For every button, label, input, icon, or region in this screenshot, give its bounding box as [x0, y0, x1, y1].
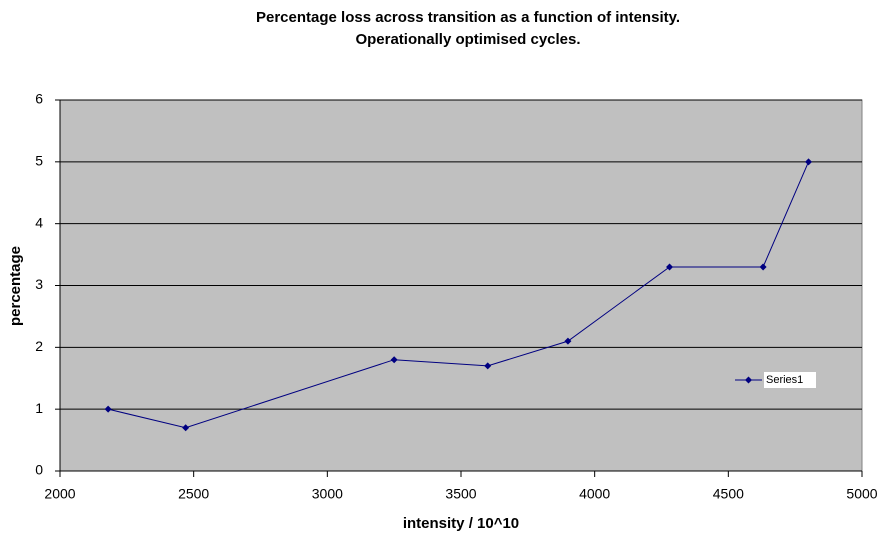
x-axis-title: intensity / 10^10	[403, 515, 519, 532]
y-tick-label: 6	[35, 91, 43, 107]
y-tick-label: 2	[35, 338, 43, 354]
y-axis-title: percentage	[7, 246, 24, 326]
chart-title: Operationally optimised cycles.	[355, 31, 580, 48]
chart-title: Percentage loss across transition as a f…	[256, 9, 680, 26]
x-tick-label: 3500	[445, 486, 476, 502]
legend-box	[764, 372, 816, 388]
point	[182, 424, 190, 432]
x-tick-label: 2500	[178, 486, 209, 502]
y-tick-label: 1	[35, 400, 43, 416]
x-tick-label: 3000	[312, 486, 343, 502]
point	[759, 263, 767, 271]
point	[104, 405, 112, 413]
legend-label: Series1	[766, 374, 803, 386]
y-tick-label: 4	[35, 214, 43, 230]
point	[666, 263, 674, 271]
point	[564, 337, 572, 345]
x-tick-label: 2000	[44, 486, 75, 502]
point	[484, 362, 492, 370]
y-tick-label: 3	[35, 276, 43, 292]
point	[805, 158, 813, 166]
point	[390, 356, 398, 364]
series-line	[108, 161, 809, 429]
y-tick-label: 5	[35, 153, 43, 169]
legend-marker	[745, 376, 752, 384]
x-tick-label: 5000	[846, 486, 877, 502]
x-tick-label: 4000	[579, 486, 610, 502]
y-tick-label: 0	[35, 462, 43, 478]
x-tick-label: 4500	[713, 486, 744, 502]
